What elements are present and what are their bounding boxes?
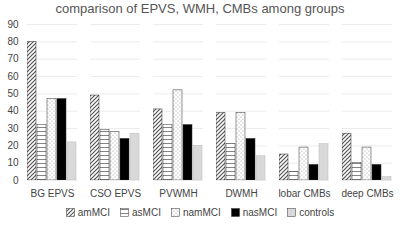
svg-text:40: 40 (7, 105, 19, 116)
svg-text:BG EPVS: BG EPVS (31, 188, 75, 199)
html-text:asMCI: asMCI (132, 206, 161, 218)
svg-text:60: 60 (7, 71, 19, 82)
html-text:comparison of EPVS, WMH, CMBs: comparison of EPVS, WMH, CMBs among grou… (55, 1, 345, 16)
svg-text:90: 90 (7, 19, 19, 30)
svg-text:50: 50 (7, 88, 19, 99)
svg-text:70: 70 (7, 53, 19, 64)
svg-text:DWMH: DWMH (225, 188, 257, 199)
html-text:controls: controls (299, 206, 335, 218)
svg-text:lobar CMBs: lobar CMBs (278, 188, 330, 199)
svg-text:PVWMH: PVWMH (159, 188, 197, 199)
svg-text:10: 10 (7, 157, 19, 168)
svg-text:0: 0 (13, 175, 19, 186)
svg-text:20: 20 (7, 140, 19, 151)
html-text:nasMCI: nasMCI (242, 206, 278, 218)
svg-text:deep CMBs: deep CMBs (341, 188, 393, 199)
svg-text:30: 30 (7, 123, 19, 134)
html-text:namMCI: namMCI (182, 206, 221, 218)
svg-text:80: 80 (7, 36, 19, 47)
svg-text:CSO EPVS: CSO EPVS (90, 188, 141, 199)
html-text:amMCI: amMCI (77, 206, 110, 218)
